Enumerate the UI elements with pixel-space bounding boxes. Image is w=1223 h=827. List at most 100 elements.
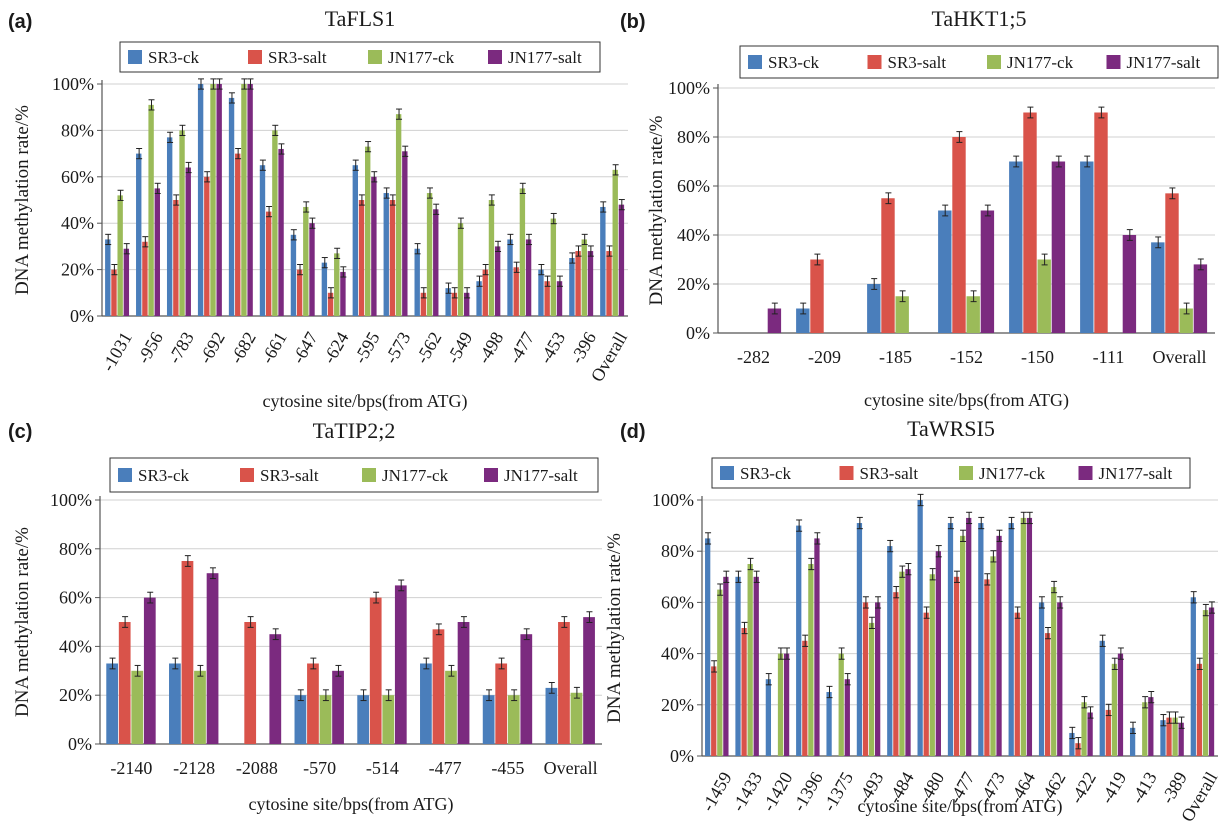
bar bbox=[1142, 702, 1148, 756]
bar bbox=[433, 209, 439, 316]
x-tick-label: -692 bbox=[195, 328, 229, 367]
legend-swatch bbox=[484, 468, 498, 482]
bar bbox=[978, 523, 984, 756]
x-tick-label: -2088 bbox=[236, 758, 278, 778]
bar bbox=[1151, 242, 1165, 333]
bar bbox=[111, 269, 117, 316]
bar bbox=[1037, 259, 1051, 333]
x-tick-label: -661 bbox=[257, 328, 291, 367]
bar bbox=[426, 193, 433, 316]
bar bbox=[1094, 112, 1108, 333]
bar bbox=[980, 210, 995, 333]
bar bbox=[796, 308, 810, 333]
bar bbox=[1051, 587, 1057, 756]
bar bbox=[1179, 308, 1193, 333]
bar bbox=[525, 239, 532, 316]
bar bbox=[194, 670, 206, 744]
bar bbox=[862, 602, 869, 756]
bar bbox=[307, 663, 319, 744]
bar bbox=[303, 206, 309, 316]
bar bbox=[457, 622, 470, 744]
x-tick-label: -1031 bbox=[98, 328, 136, 374]
bar bbox=[600, 206, 606, 316]
bar bbox=[1069, 732, 1075, 756]
panel-label: (a) bbox=[8, 11, 32, 33]
bar bbox=[952, 137, 966, 333]
bar bbox=[1160, 720, 1166, 756]
bar bbox=[290, 234, 297, 316]
legend-label: SR3-ck bbox=[740, 464, 792, 483]
bar bbox=[826, 692, 832, 756]
bar bbox=[1208, 607, 1215, 756]
y-tick-label: 80% bbox=[59, 539, 92, 559]
y-tick-label: 0% bbox=[68, 734, 92, 754]
bar bbox=[278, 148, 284, 316]
bar bbox=[550, 218, 557, 316]
bar bbox=[705, 538, 711, 756]
y-tick-label: 100% bbox=[50, 490, 92, 510]
bar bbox=[357, 695, 370, 744]
bar bbox=[1122, 235, 1137, 333]
legend-swatch bbox=[248, 50, 262, 64]
panel-label: (d) bbox=[620, 421, 646, 443]
y-tick-label: 80% bbox=[661, 541, 694, 561]
bar bbox=[583, 617, 595, 744]
x-tick-label: -783 bbox=[164, 328, 198, 367]
bar bbox=[228, 97, 235, 316]
bar bbox=[272, 130, 278, 316]
bar bbox=[136, 153, 142, 316]
y-axis-label: DNA methylation rate/% bbox=[12, 527, 33, 717]
x-tick-label: -413 bbox=[1127, 768, 1161, 807]
x-axis-label: cytosine site/bps(from ATG) bbox=[864, 390, 1069, 411]
y-tick-label: 60% bbox=[59, 588, 92, 608]
x-tick-label: -2140 bbox=[110, 758, 152, 778]
bar bbox=[947, 523, 954, 756]
y-tick-label: 60% bbox=[661, 592, 694, 612]
bar bbox=[556, 281, 563, 316]
legend-label: SR3-ck bbox=[138, 466, 190, 485]
bar bbox=[844, 679, 850, 756]
bar bbox=[1148, 697, 1154, 756]
x-tick-label: -1375 bbox=[819, 768, 857, 814]
bar bbox=[856, 523, 863, 756]
bar bbox=[1193, 264, 1208, 333]
legend-box bbox=[109, 457, 599, 493]
bar bbox=[154, 188, 160, 316]
bar bbox=[1165, 193, 1179, 333]
bar bbox=[142, 241, 148, 316]
legend-swatch bbox=[240, 468, 254, 482]
panel-label: (b) bbox=[620, 11, 646, 33]
y-tick-label: 0% bbox=[686, 323, 710, 343]
bar bbox=[334, 253, 340, 316]
legend-label: JN177-salt bbox=[1099, 464, 1173, 483]
bar bbox=[544, 281, 550, 316]
bar bbox=[581, 239, 587, 316]
y-tick-label: 60% bbox=[677, 176, 710, 196]
bar bbox=[723, 576, 729, 756]
legend-swatch bbox=[488, 50, 502, 64]
bar bbox=[296, 269, 303, 316]
bar bbox=[735, 576, 741, 756]
legend-label: SR3-salt bbox=[888, 53, 947, 72]
bar bbox=[814, 538, 820, 756]
bar bbox=[1202, 610, 1209, 756]
legend-label: SR3-salt bbox=[860, 464, 919, 483]
bar bbox=[235, 153, 241, 316]
bar bbox=[259, 165, 266, 316]
x-tick-label: -1459 bbox=[697, 768, 735, 814]
bar bbox=[482, 269, 488, 316]
bar bbox=[1105, 709, 1111, 756]
bar bbox=[1081, 702, 1087, 756]
bar bbox=[494, 246, 501, 316]
bar bbox=[966, 296, 980, 333]
x-tick-label: -477 bbox=[429, 758, 462, 778]
bar bbox=[1087, 712, 1093, 756]
bar bbox=[332, 670, 344, 744]
bar bbox=[265, 211, 272, 316]
legend-swatch bbox=[959, 466, 973, 480]
bar bbox=[210, 84, 216, 316]
x-tick-label: -152 bbox=[950, 347, 983, 367]
chart-title: TaFLS1 bbox=[325, 6, 396, 31]
chart-panel-2: (b) TaHKT1;5 0% 20% 40% 60% 80% 100% -282 -209 -18… bbox=[620, 6, 1219, 411]
x-tick-label: -419 bbox=[1096, 768, 1130, 807]
